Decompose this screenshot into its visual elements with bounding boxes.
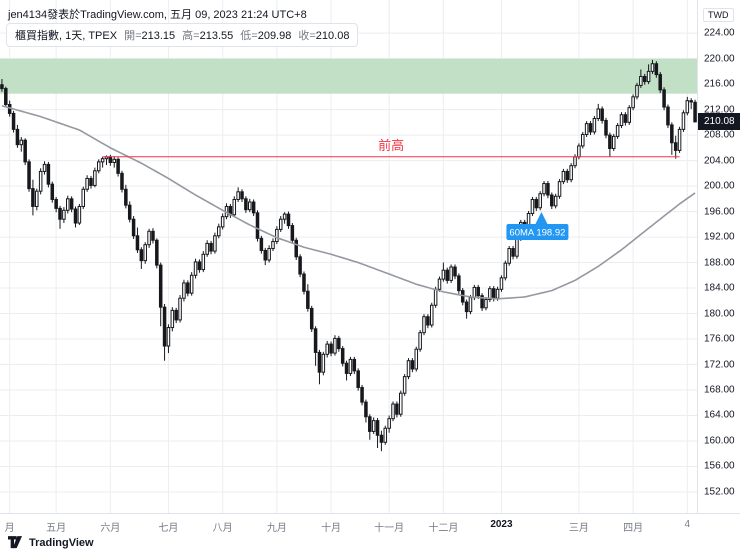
- ma-callout[interactable]: 60MA 198.92: [506, 211, 569, 240]
- ohlc-value: 209.98: [257, 30, 292, 42]
- time-tick: 2023: [490, 519, 513, 530]
- price-tick: 224.00: [704, 27, 735, 39]
- price-tick: 212.00: [704, 104, 735, 116]
- price-tick: 184.00: [704, 282, 735, 294]
- price-tick: 192.00: [704, 231, 735, 243]
- time-tick: 三月: [568, 523, 589, 534]
- price-chart-pane[interactable]: 前高 60MA 198.92: [0, 0, 697, 513]
- price-tick: 152.00: [704, 486, 735, 498]
- time-tick: 七月: [158, 523, 179, 534]
- svg-text:60MA 198.92: 60MA 198.92: [509, 227, 565, 238]
- ma-60-line[interactable]: [1, 105, 696, 300]
- ohlc-label: 低=: [240, 30, 258, 42]
- grid: [0, 0, 697, 513]
- brand-name: TradingView: [29, 536, 94, 549]
- time-tick: 十月: [321, 523, 342, 534]
- currency-label: TWD: [703, 8, 734, 22]
- price-tick: 208.00: [704, 129, 735, 141]
- time-tick: 八月: [212, 523, 233, 534]
- ohlc-values: 開=213.15 高=213.55 低=209.98 收=210.08: [124, 27, 349, 43]
- time-axis[interactable]: 月 五月 六月 七月 八月 九月 十月 十一月 十二月 2023 三月 四月 4: [0, 513, 740, 536]
- attribution[interactable]: jen4134發表於TradingView.com, 五月 09, 2023 2…: [8, 9, 307, 21]
- price-tick: 196.00: [704, 206, 735, 218]
- price-tick: 216.00: [704, 78, 735, 90]
- time-tick: 十二月: [428, 523, 459, 534]
- time-tick: 六月: [100, 523, 121, 534]
- footer-logo[interactable]: TradingView: [8, 536, 94, 549]
- price-tick: 156.00: [704, 460, 735, 472]
- price-tick: 172.00: [704, 359, 735, 371]
- price-axis[interactable]: TWD 224.00 220.00 216.00 212.00 208.00 204.00…: [697, 0, 740, 513]
- price-tick: 168.00: [704, 384, 735, 396]
- price-tick: 200.00: [704, 180, 735, 192]
- time-tick: 十一月: [374, 523, 405, 534]
- ohlc-value: 213.55: [199, 30, 234, 42]
- time-tick: 五月: [46, 523, 67, 534]
- prev-high-label[interactable]: 前高: [378, 138, 404, 153]
- symbol-title[interactable]: 櫃買指數, 1天, TPEX: [15, 30, 118, 42]
- time-tick: 九月: [266, 523, 287, 534]
- candlesticks: [0, 59, 697, 452]
- highlight-zone[interactable]: [0, 58, 697, 94]
- price-tick: 164.00: [704, 409, 735, 421]
- last-price-label: 210.08: [698, 113, 740, 131]
- time-tick: 月: [4, 523, 15, 534]
- price-tick: 220.00: [704, 53, 735, 65]
- tradingview-logo-icon: [8, 536, 22, 549]
- time-tick: 四月: [623, 523, 644, 534]
- price-tick: 204.00: [704, 155, 735, 167]
- price-tick: 180.00: [704, 308, 735, 320]
- price-tick: 176.00: [704, 333, 735, 345]
- ohlc-label: 高=: [182, 30, 200, 42]
- ohlc-label: 開=: [124, 30, 142, 42]
- ohlc-value: 210.08: [315, 30, 350, 42]
- time-tick: 4: [684, 519, 691, 530]
- price-tick: 188.00: [704, 257, 735, 269]
- legend: 櫃買指數, 1天, TPEX 開=213.15 高=213.55 低=209.98 收…: [6, 23, 359, 47]
- ohlc-value: 213.15: [141, 30, 176, 42]
- price-tick: 160.00: [704, 435, 735, 447]
- ohlc-label: 收=: [298, 30, 316, 42]
